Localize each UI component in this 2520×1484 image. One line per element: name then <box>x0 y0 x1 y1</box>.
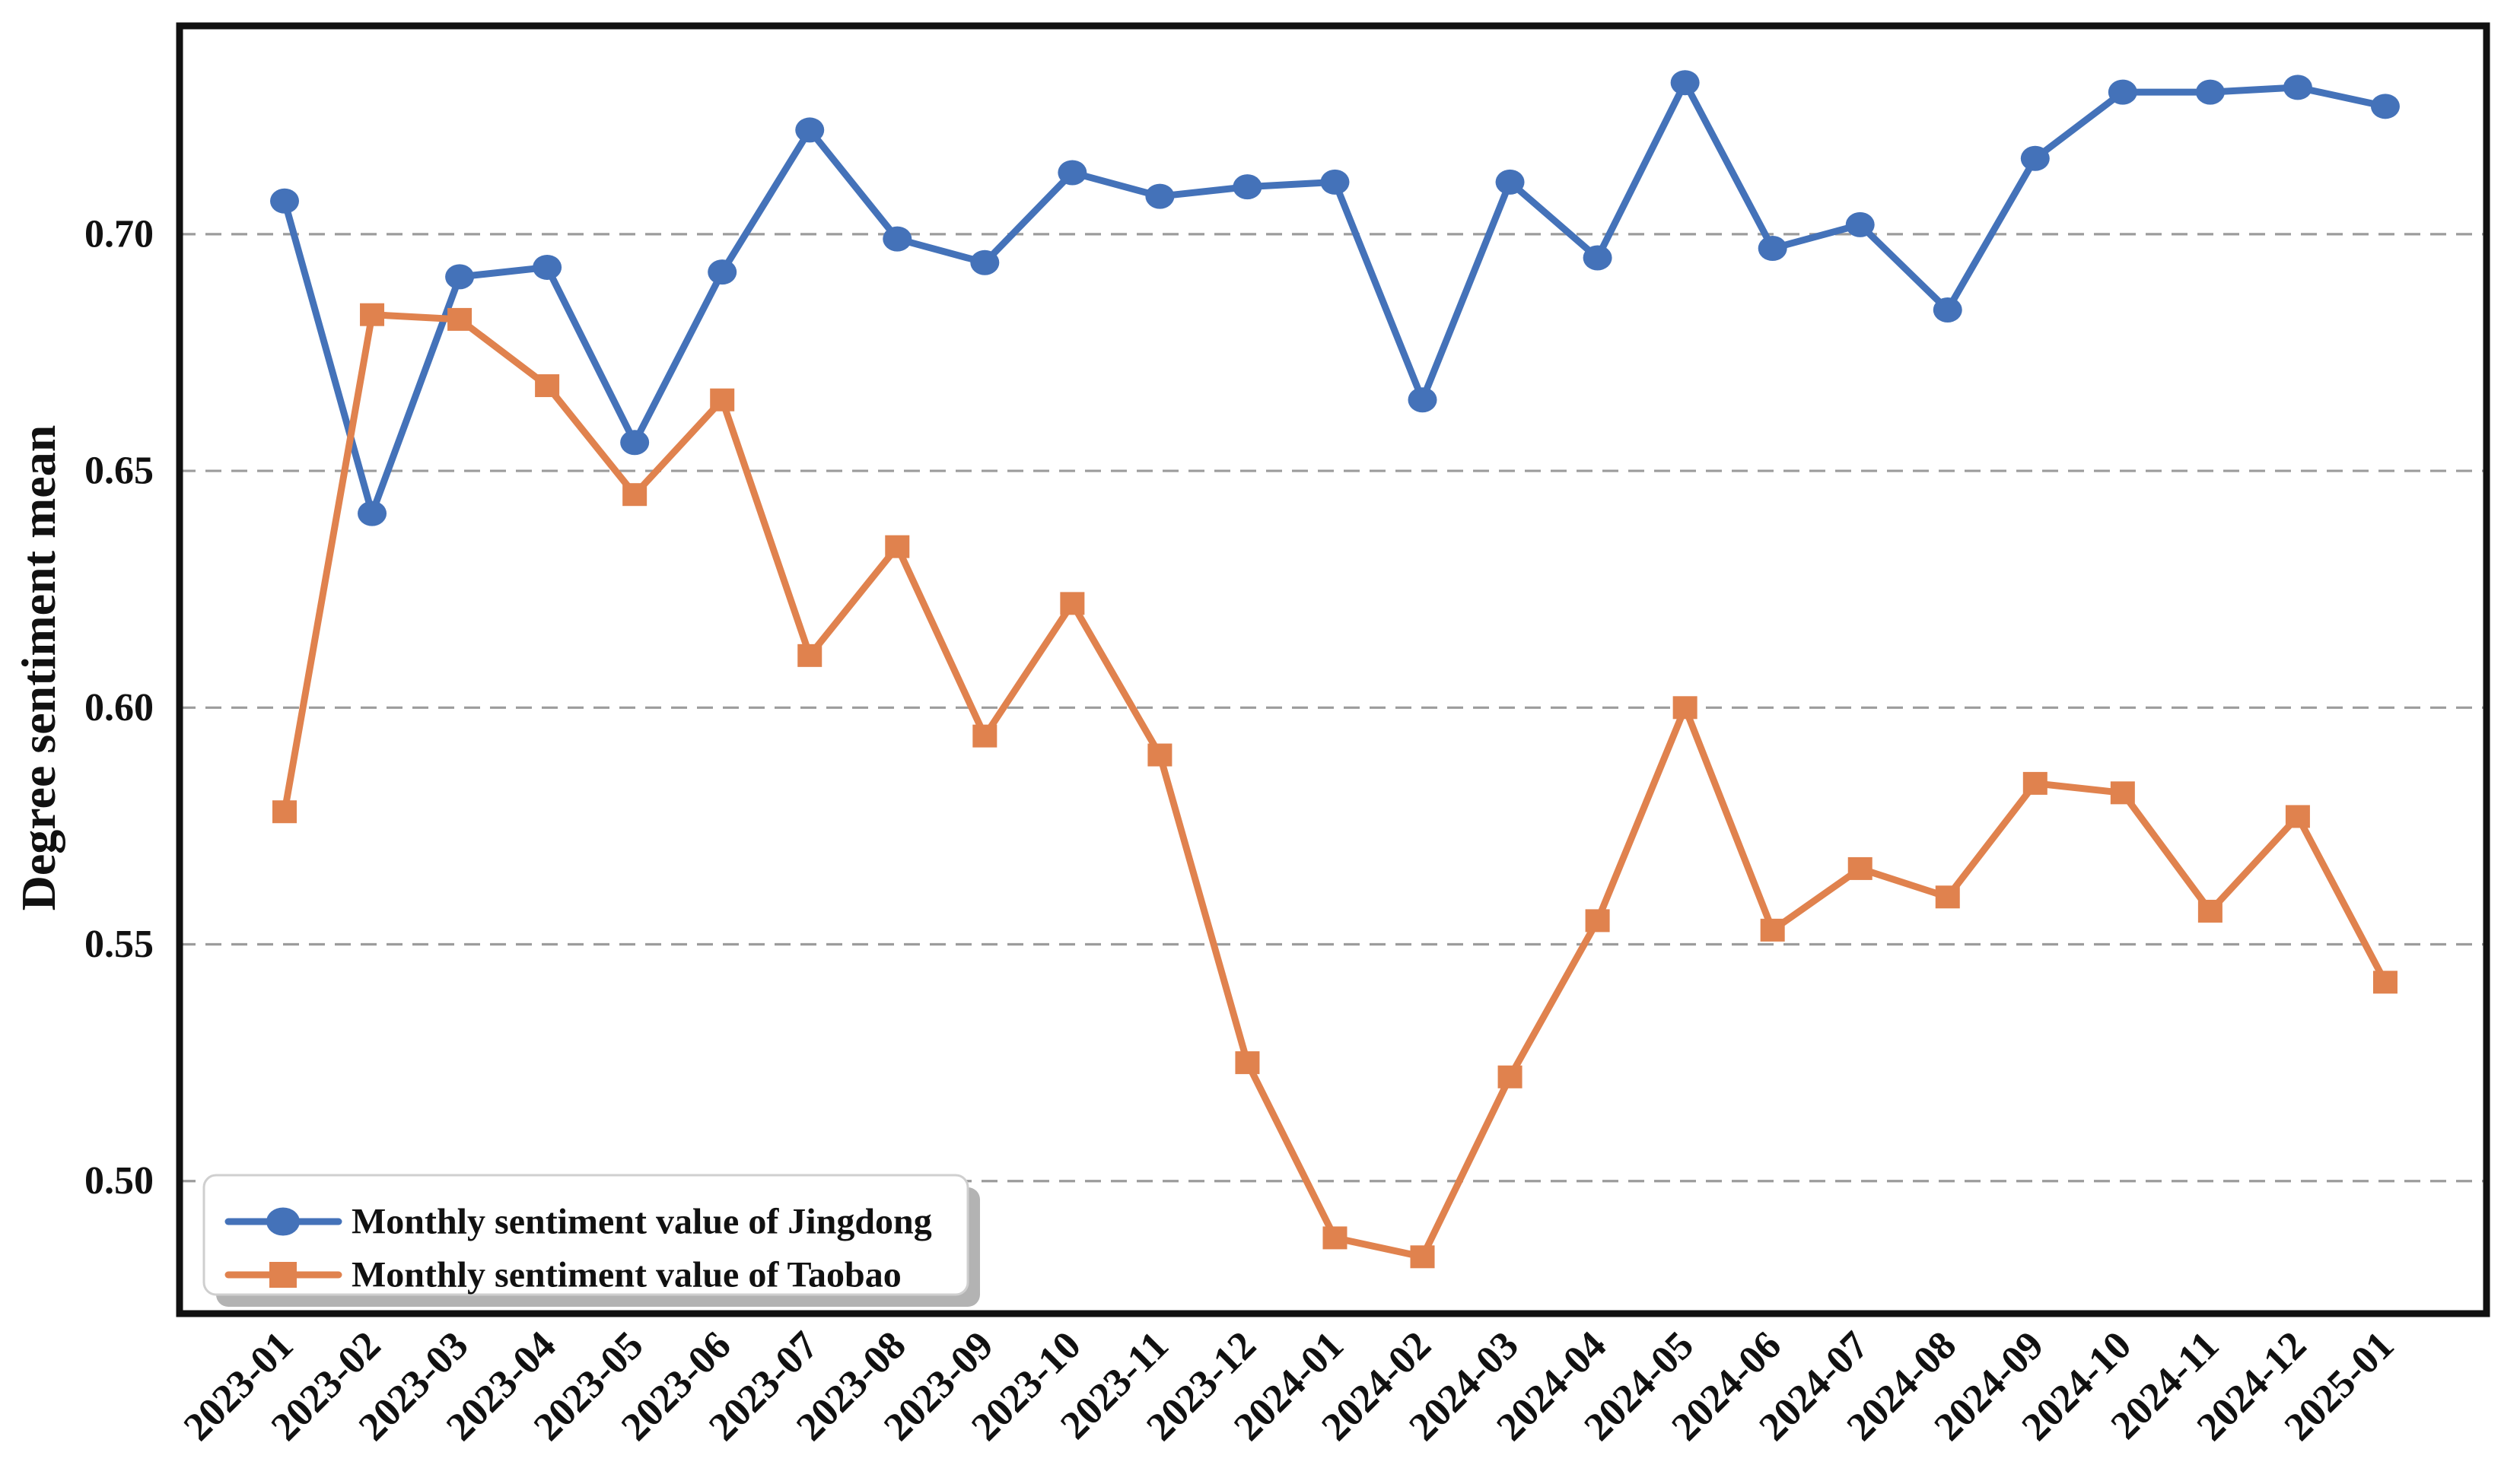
data-point-taobao <box>1672 696 1698 720</box>
data-point-jingdong <box>883 226 912 252</box>
data-point-taobao <box>1935 885 1960 909</box>
data-point-jingdong <box>620 430 650 456</box>
y-axis-tick-labels: 0.50 0.55 0.60 0.65 0.70 <box>84 212 154 1203</box>
data-point-taobao <box>2110 781 2135 805</box>
legend: Monthly sentiment value of Jingdong Mont… <box>202 1174 980 1307</box>
data-point-taobao <box>710 388 735 412</box>
data-point-taobao <box>272 800 297 824</box>
data-point-taobao <box>972 724 998 748</box>
series-jingdong <box>270 70 2400 526</box>
data-point-taobao <box>622 483 648 507</box>
data-point-taobao <box>1235 1051 1260 1075</box>
data-point-jingdong <box>445 264 475 290</box>
data-point-taobao <box>1497 1065 1522 1088</box>
data-point-jingdong <box>1320 169 1350 195</box>
series-line <box>281 311 2389 1260</box>
legend-box <box>202 1174 969 1296</box>
data-point-taobao <box>535 374 560 398</box>
legend-label-jingdong: Monthly sentiment value of Jingdong <box>352 1202 932 1242</box>
data-point-jingdong <box>970 249 1000 275</box>
data-point-jingdong <box>2195 79 2225 105</box>
data-point-taobao <box>447 307 473 331</box>
y-axis-title: Degree sentiment mean <box>11 425 65 911</box>
data-point-taobao <box>2022 771 2048 795</box>
data-point-jingdong <box>1495 169 1525 195</box>
data-point-taobao <box>1847 856 1873 880</box>
data-point-jingdong <box>358 500 387 526</box>
data-point-jingdong <box>1758 236 1787 262</box>
data-point-taobao <box>2197 899 2222 923</box>
y-tick-label: 0.60 <box>84 686 154 729</box>
data-point-taobao <box>2372 971 2398 994</box>
data-point-jingdong <box>1058 160 1087 186</box>
data-point-taobao <box>885 535 910 558</box>
data-point-jingdong <box>1670 70 1700 96</box>
data-point-jingdong <box>1408 387 1437 413</box>
y-tick-label: 0.50 <box>84 1159 154 1203</box>
x-axis-tick-labels: 2023-012023-022023-032023-042023-052023-… <box>176 1323 2403 1449</box>
y-tick-label: 0.55 <box>84 923 154 966</box>
data-point-taobao <box>797 643 822 667</box>
data-point-taobao <box>1322 1226 1348 1250</box>
data-point-jingdong <box>1145 183 1175 209</box>
data-point-taobao <box>1585 909 1610 933</box>
data-point-jingdong <box>1933 297 1962 323</box>
data-point-jingdong <box>2108 79 2137 105</box>
plot-border <box>176 22 2490 1317</box>
data-point-jingdong <box>795 117 825 143</box>
data-point-jingdong <box>2370 94 2400 119</box>
data-point-taobao <box>1147 743 1172 767</box>
legend-sample-circle-marker <box>266 1207 300 1236</box>
series-layer <box>270 70 2400 1269</box>
data-point-jingdong <box>533 254 562 280</box>
y-tick-label: 0.65 <box>84 450 154 493</box>
data-point-taobao <box>2285 805 2310 828</box>
series-taobao <box>272 303 2398 1269</box>
data-point-jingdong <box>1233 174 1262 200</box>
data-point-jingdong <box>708 259 737 285</box>
data-point-taobao <box>1760 918 1785 942</box>
data-point-jingdong <box>2020 145 2050 171</box>
data-point-jingdong <box>2283 75 2312 100</box>
legend-label-taobao: Monthly sentiment value of Taobao <box>352 1255 902 1295</box>
gridlines <box>180 233 2487 1183</box>
data-point-jingdong <box>1845 211 1875 237</box>
y-tick-label: 0.70 <box>84 212 154 256</box>
data-point-taobao <box>1060 592 1085 615</box>
data-point-jingdong <box>1583 245 1612 271</box>
legend-sample-square-marker <box>269 1262 297 1288</box>
data-point-taobao <box>360 303 385 326</box>
data-point-taobao <box>1410 1245 1435 1269</box>
data-point-jingdong <box>270 188 299 214</box>
legend-markers <box>224 1207 342 1288</box>
